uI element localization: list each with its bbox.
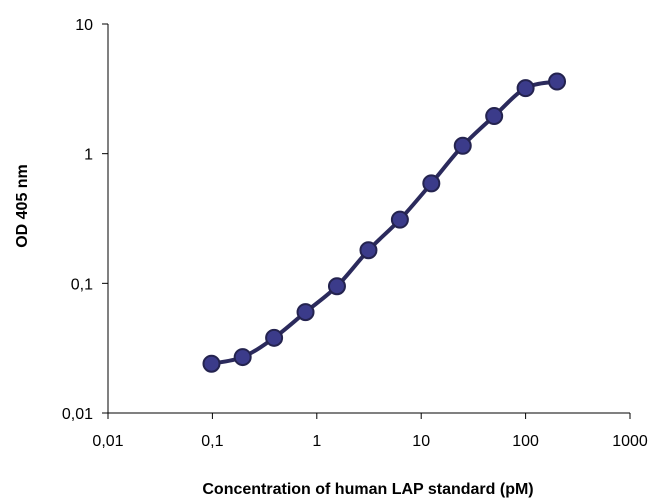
x-tick-label: 0,1 [201, 433, 223, 450]
data-point [453, 136, 472, 155]
y-tick-label: 0,1 [71, 276, 93, 293]
x-tick-label: 0,01 [92, 433, 123, 450]
data-point [296, 303, 315, 322]
series-layer [202, 72, 567, 373]
x-tick-label: 10 [412, 433, 430, 450]
data-point [516, 79, 535, 98]
y-tick-label: 0,01 [62, 406, 93, 423]
data-point [327, 277, 346, 296]
series-line [209, 79, 560, 366]
y-tick-label: 10 [75, 17, 93, 34]
y-axis: 0,01 0,1 1 10 [62, 17, 109, 423]
y-tick-label: 1 [84, 147, 93, 164]
x-tick-label: 100 [512, 433, 539, 450]
data-point [202, 354, 221, 373]
x-tick-label: 1 [312, 433, 321, 450]
data-point [485, 107, 504, 126]
data-point [233, 348, 252, 367]
x-axis-title: Concentration of human LAP standard (pM) [202, 481, 533, 498]
y-axis-title: OD 405 nm [14, 164, 31, 248]
x-axis: 0,01 0,1 1 10 100 1000 [92, 412, 648, 450]
x-tick-label: 1000 [612, 433, 648, 450]
data-point [422, 174, 441, 193]
data-point [548, 72, 567, 91]
data-point [265, 328, 284, 347]
data-point [390, 210, 409, 229]
data-point [359, 241, 378, 260]
